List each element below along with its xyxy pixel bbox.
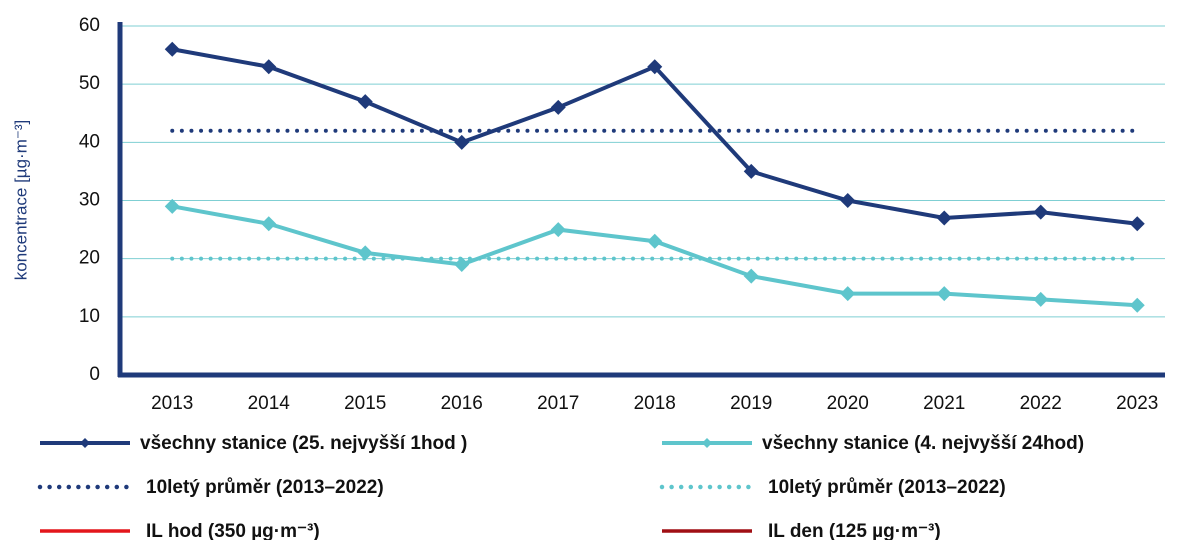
point xyxy=(1129,297,1145,313)
x-tick-label: 2014 xyxy=(248,393,291,414)
point xyxy=(261,59,277,75)
point xyxy=(936,286,952,302)
y-tick-label: 10 xyxy=(79,306,100,327)
point xyxy=(550,222,566,238)
point xyxy=(1033,291,1049,307)
y-tick-label: 0 xyxy=(89,364,100,385)
point xyxy=(840,193,856,208)
legend-label: 10letý průměr (2013–2022) xyxy=(768,477,1006,498)
x-tick-label: 2013 xyxy=(151,393,193,414)
point xyxy=(936,210,952,226)
x-tick-label: 2016 xyxy=(441,393,483,414)
x-tick-label: 2015 xyxy=(344,393,386,414)
point xyxy=(743,163,759,179)
x-tick-label: 2017 xyxy=(537,393,579,414)
series-line xyxy=(171,47,1138,226)
x-tick-label: 2022 xyxy=(1020,393,1062,414)
legend-label: 10letý průměr (2013–2022) xyxy=(146,477,384,498)
y-tick-label: 30 xyxy=(79,190,100,211)
legend-marker xyxy=(702,438,712,448)
legend-label: všechny stanice (4. nejvyšší 24hod) xyxy=(762,433,1084,454)
legend-label: IL den (125 µg·m⁻³) xyxy=(768,521,941,540)
point xyxy=(1033,204,1049,220)
point xyxy=(840,286,856,302)
point xyxy=(647,233,663,249)
legend-marker xyxy=(80,438,90,448)
point xyxy=(454,256,470,272)
point xyxy=(550,99,566,115)
y-tick-label: 60 xyxy=(79,15,100,36)
legend-label: IL hod (350 µg·m⁻³) xyxy=(146,521,320,540)
y-axis-label: koncentrace [µg·m⁻³] xyxy=(11,120,30,281)
point xyxy=(164,198,180,214)
point xyxy=(743,268,759,284)
legend-label: všechny stanice (25. nejvyšší 1hod ) xyxy=(140,433,467,454)
point xyxy=(647,59,663,75)
point xyxy=(357,94,373,110)
x-tick-label: 2018 xyxy=(634,393,676,414)
y-tick-label: 40 xyxy=(79,131,100,152)
point xyxy=(1129,216,1145,232)
x-tick-label: 2023 xyxy=(1116,393,1158,414)
y-tick-label: 50 xyxy=(79,73,100,94)
series-line xyxy=(171,204,1138,308)
x-tick-label: 2019 xyxy=(730,393,772,414)
point xyxy=(164,41,180,57)
y-tick-label: 20 xyxy=(79,248,100,269)
point xyxy=(357,245,373,261)
point xyxy=(261,216,277,232)
x-tick-label: 2021 xyxy=(923,393,965,414)
x-tick-label: 2020 xyxy=(827,393,869,414)
point xyxy=(454,134,470,150)
